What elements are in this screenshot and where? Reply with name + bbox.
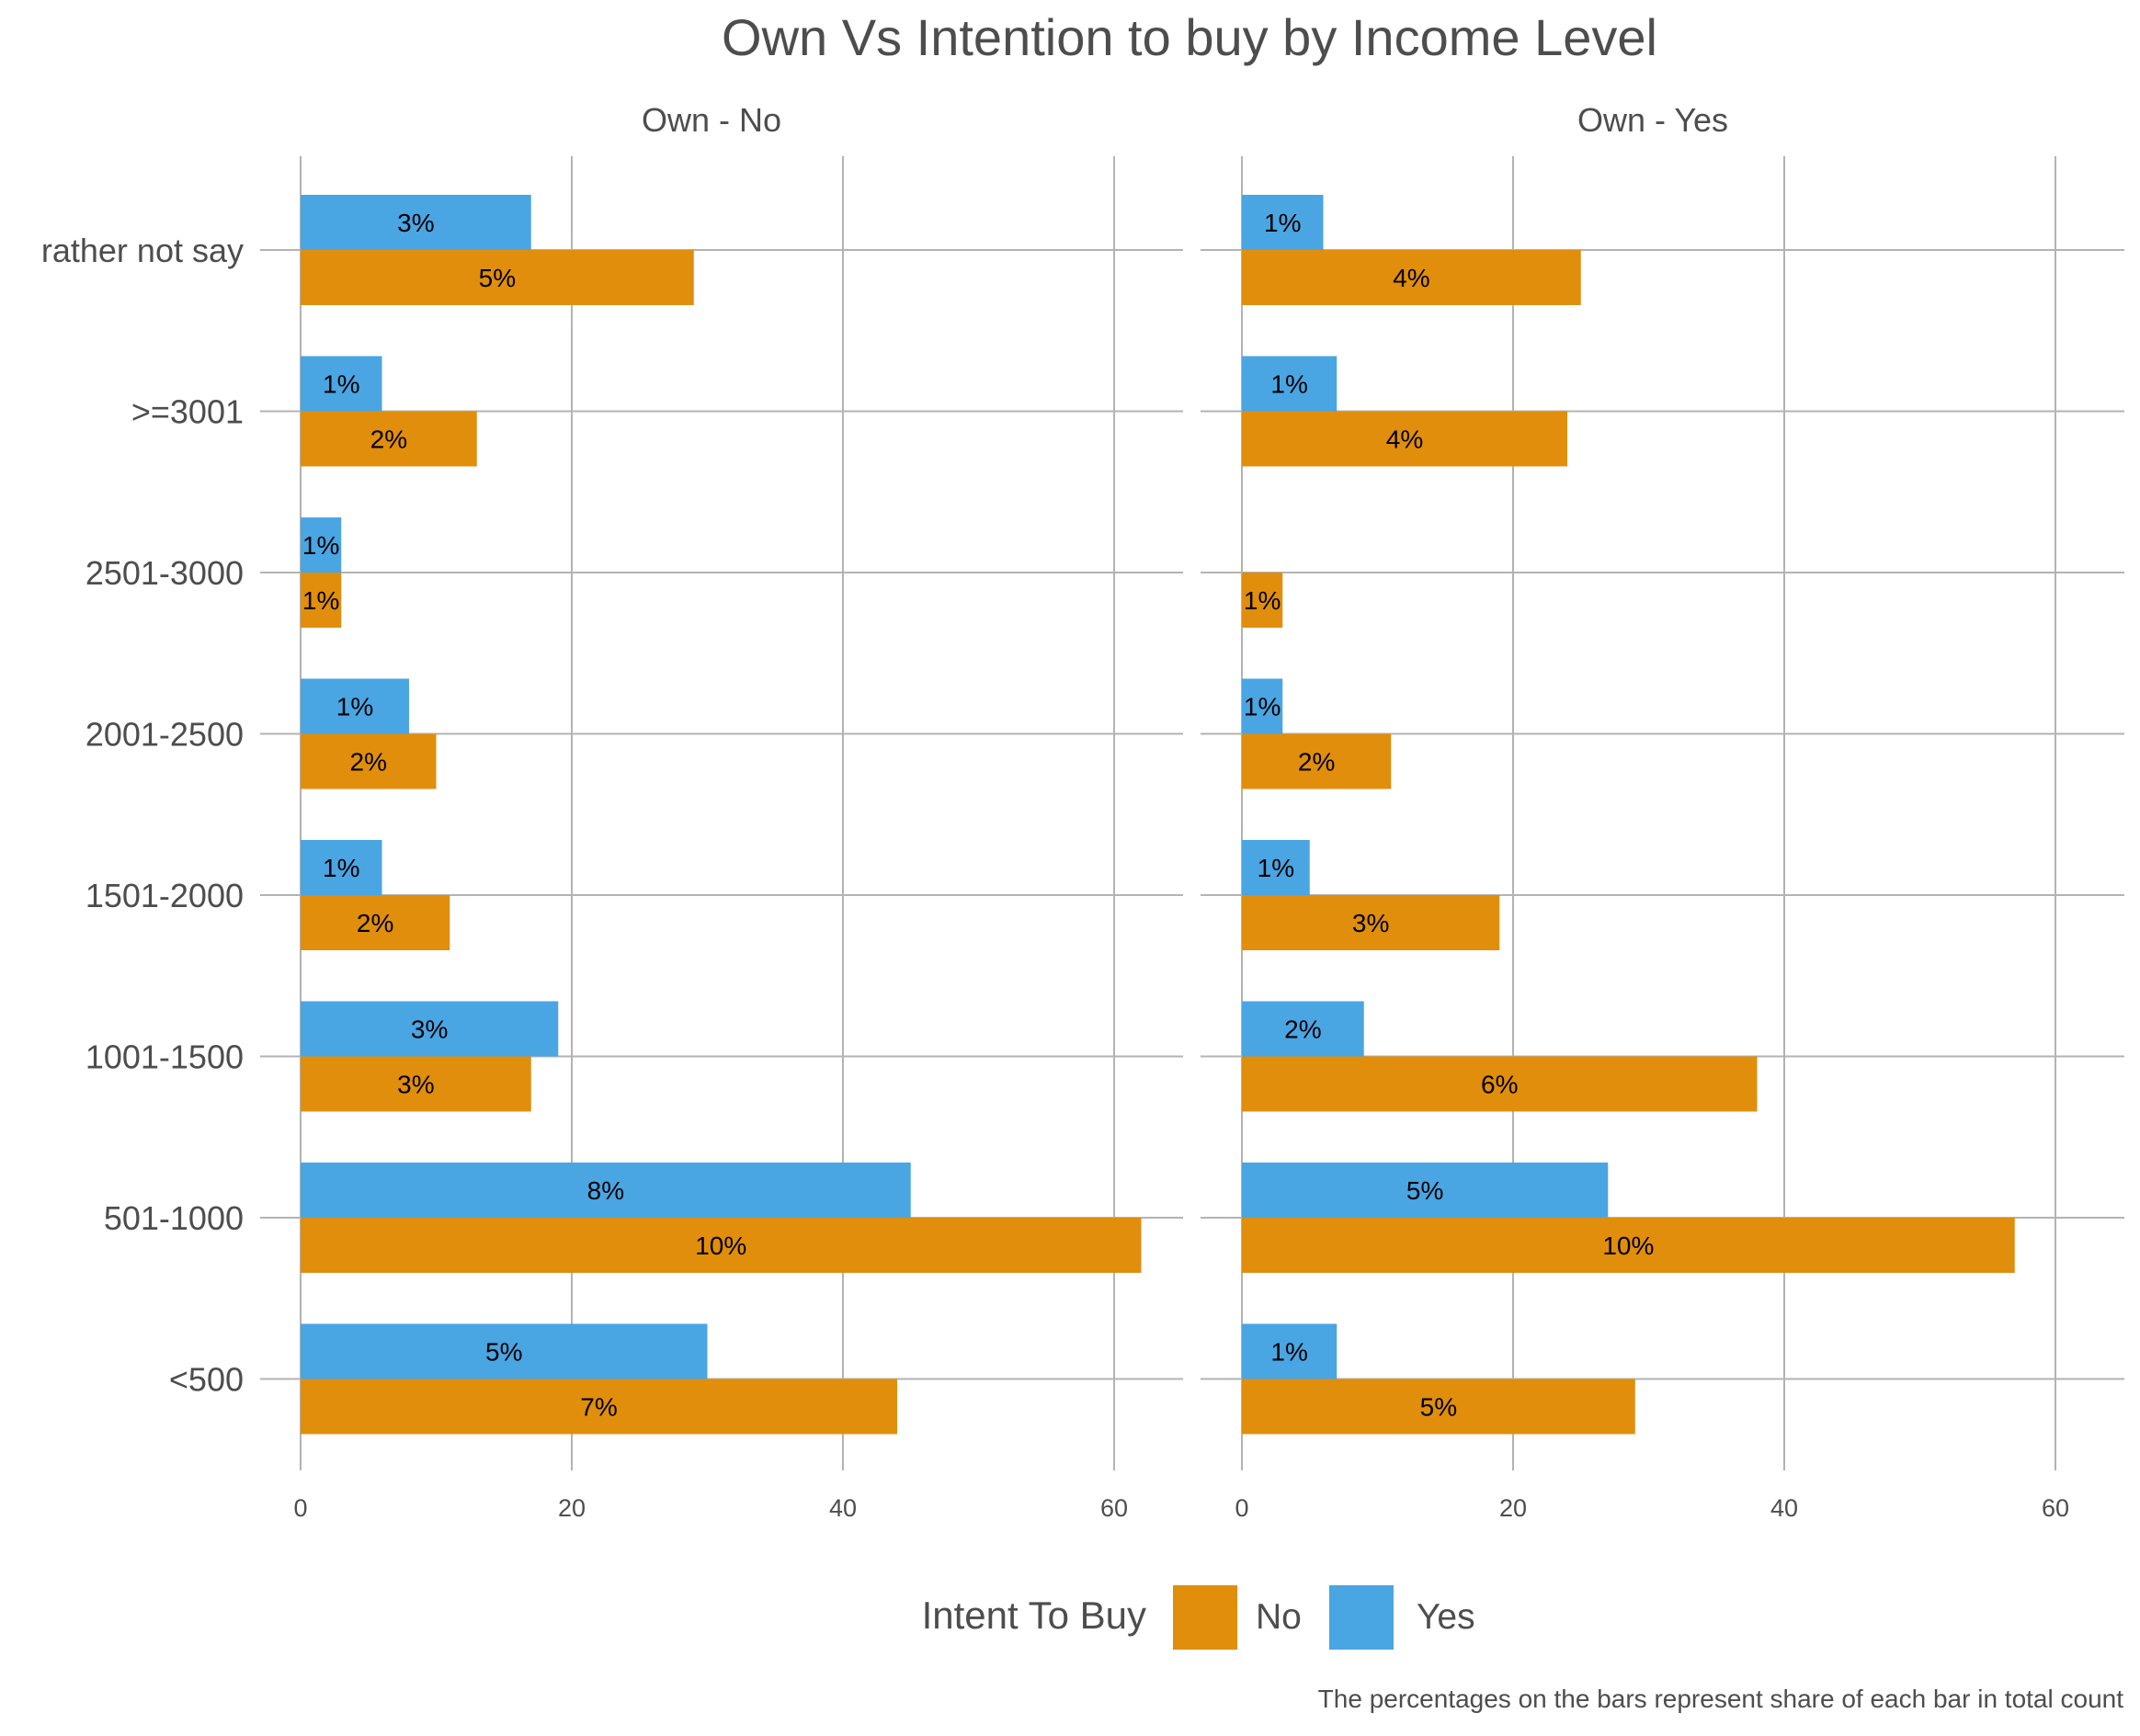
bar-no (1242, 1379, 1635, 1435)
x-tick-label: 20 (558, 1494, 586, 1522)
bar-label: 1% (1258, 854, 1294, 882)
bar-label: 10% (695, 1231, 746, 1260)
category-label: rather not say (41, 232, 244, 269)
category-label: 501-1000 (104, 1199, 244, 1237)
bar-label: 2% (1284, 1016, 1321, 1044)
bar-no (301, 573, 342, 628)
panel-0: Own - No 0 20 40 60 3% 1% 1% 1% 1% 3% 8% 5% 5% 2% 1% 2% 2… (41, 101, 1183, 1522)
bar-no (301, 411, 477, 467)
chart-panels: Own - No 0 20 40 60 3% 1% 1% 1% 1% 3% 8% 5% 5% 2% 1% 2% 2… (41, 101, 2124, 1522)
bar-yes (301, 356, 382, 412)
bar-label: 5% (1420, 1393, 1457, 1422)
bar-no (301, 1379, 897, 1435)
bar-label: 5% (485, 1338, 522, 1367)
bar-yes (301, 1323, 708, 1379)
category-label: >=3001 (131, 393, 244, 431)
facet-title: Own - No (642, 101, 781, 139)
bar-yes (1242, 1001, 1364, 1057)
bar-no (1242, 250, 1581, 305)
bar-yes (301, 517, 342, 573)
x-tick-label: 20 (1499, 1494, 1527, 1522)
x-tick-label: 60 (1100, 1494, 1128, 1522)
bar-label: 1% (1244, 693, 1281, 721)
bar-yes (1242, 1163, 1609, 1218)
bar-yes (301, 840, 382, 895)
bar-no (301, 733, 437, 789)
legend-label-no: No (1256, 1597, 1302, 1637)
bar-label: 8% (587, 1176, 624, 1205)
x-tick-label: 40 (1770, 1494, 1798, 1522)
chart-title: Own Vs Intention to buy by Income Level (722, 8, 1657, 66)
bar-label: 1% (302, 531, 339, 560)
bar-label: 1% (1270, 370, 1307, 399)
legend-title: Intent To Buy (922, 1594, 1146, 1637)
bar-label: 1% (1244, 586, 1281, 615)
bar-yes (301, 1163, 911, 1218)
bar-no (301, 1218, 1142, 1273)
bar-label: 3% (397, 209, 434, 237)
bar-label: 5% (1406, 1176, 1443, 1205)
legend-label-yes: Yes (1417, 1597, 1475, 1637)
category-label: 2001-2500 (85, 716, 244, 754)
bar-yes (1242, 195, 1324, 250)
category-label: <500 (169, 1361, 244, 1399)
bar-label: 5% (479, 264, 516, 292)
legend-swatch-no (1173, 1585, 1237, 1650)
bar-no (301, 1056, 531, 1112)
bar-no (1242, 411, 1567, 467)
x-tick-label: 40 (829, 1494, 857, 1522)
bar-yes (301, 1001, 559, 1057)
bar-no (1242, 1218, 2015, 1273)
bar-label: 2% (370, 425, 407, 454)
panel-1: Own - Yes 0 20 40 60 1% 1% 1% 1% 2% 5% 1% 4% 4% 1% 2% 3%… (1201, 101, 2124, 1522)
bar-label: 1% (1264, 209, 1301, 237)
bar-yes (1242, 678, 1283, 734)
bar-label: 2% (1298, 748, 1335, 777)
bar-yes (301, 195, 531, 250)
bar-label: 10% (1602, 1231, 1654, 1260)
bar-label: 4% (1393, 264, 1429, 292)
bar-label: 2% (357, 909, 393, 937)
bar-label: 4% (1386, 425, 1423, 454)
bar-no (301, 250, 694, 305)
bar-label: 6% (1481, 1071, 1518, 1099)
bar-yes (1242, 356, 1338, 412)
bar-no (1242, 573, 1283, 628)
category-label: 2501-3000 (85, 554, 244, 592)
bar-no (1242, 733, 1392, 789)
category-label: 1501-2000 (85, 877, 244, 914)
bar-label: 1% (336, 693, 373, 721)
legend-swatch-yes (1329, 1585, 1394, 1650)
bar-no (301, 895, 450, 950)
x-tick-label: 0 (1235, 1494, 1248, 1522)
bar-label: 3% (1352, 909, 1389, 937)
bar-no (1242, 895, 1500, 950)
bar-yes (301, 678, 409, 734)
bar-label: 2% (350, 748, 387, 777)
bar-yes (1242, 1323, 1338, 1379)
legend: Intent To Buy No Yes (922, 1585, 1475, 1650)
bar-label: 7% (580, 1393, 617, 1422)
bar-label: 3% (397, 1071, 434, 1099)
x-tick-label: 0 (293, 1494, 307, 1522)
bar-label: 1% (302, 586, 339, 615)
category-label: 1001-1500 (85, 1038, 244, 1076)
bar-yes (1242, 840, 1310, 895)
bar-label: 1% (323, 370, 359, 399)
bar-label: 1% (323, 854, 359, 882)
x-tick-label: 60 (2042, 1494, 2069, 1522)
facet-title: Own - Yes (1577, 101, 1728, 139)
bar-no (1242, 1056, 1758, 1112)
bar-label: 1% (1270, 1338, 1307, 1367)
bar-label: 3% (411, 1016, 448, 1044)
chart-caption: The percentages on the bars represent sh… (1318, 1685, 2124, 1713)
